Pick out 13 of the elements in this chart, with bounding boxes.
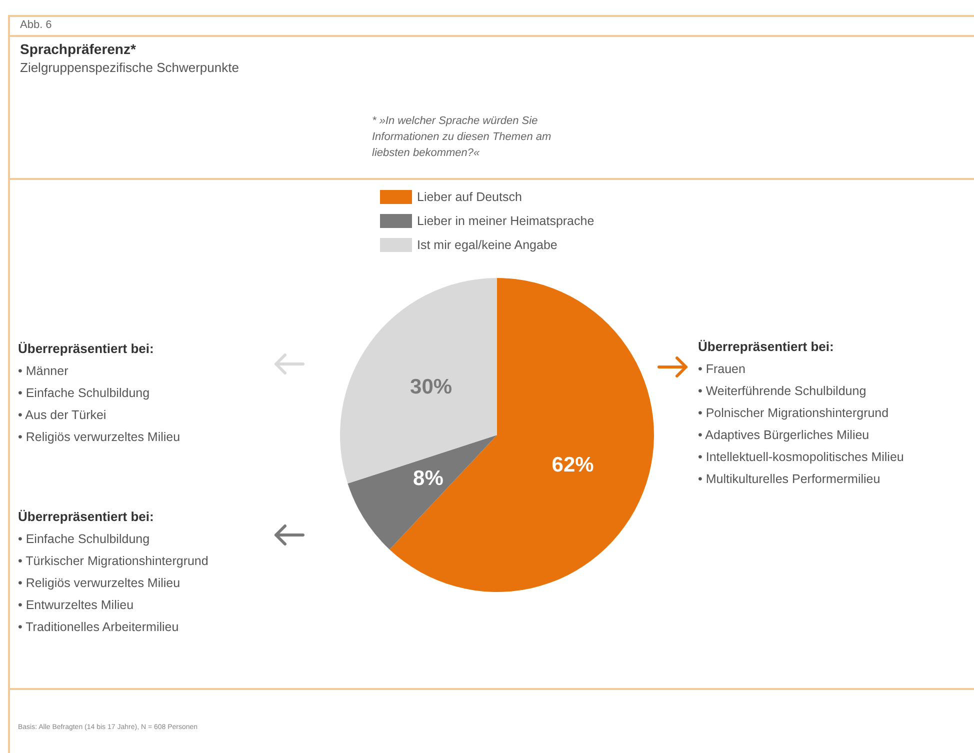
data-label: 30% [410,376,452,399]
text: Sprachpräferenz* [20,41,136,57]
text: Überrepräsentiert bei: • Frauen • Weiterführende Schulbildung • Polnischer Migrationshintergrund • Adaptives Bürgerliches Milieu • Intellektuell-kosmopolitisches Milieu • Multikulturelles Performermilieu [698,339,904,488]
text: Zielgruppenspezifische Schwerpunkte [20,60,239,75]
caption: Abb. 6 [20,19,52,31]
data-label: 8% [413,467,444,490]
text: * »In welcher Sprache würden Sie Informationen zu diesen Themen am liebsten bekommen?« [372,114,552,161]
data-label: 62% [552,454,594,476]
legend-label: Lieber auf Deutsch [417,190,522,204]
legend-label: Lieber in meiner Heimatsprache [417,214,594,228]
legend-label: Ist mir egal/keine Angabe [417,238,558,252]
text: Überrepräsentiert bei: • Einfache Schulbildung • Türkischer Migrationshintergrund • Religiös verwurzeltes Milieu • Entwurzeltes Milieu • Traditionelles Arbeitermilieu [18,509,208,636]
text: Überrepräsentiert bei: • Männer • Einfache Schulbildung • Aus der Türkei • Religiös verwurzeltes Milieu [18,341,180,446]
